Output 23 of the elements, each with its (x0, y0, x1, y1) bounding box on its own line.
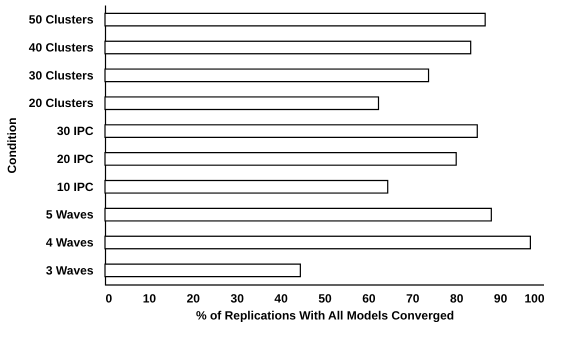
x-tick-label: 70 (406, 292, 420, 306)
y-tick-label: 40 Clusters (28, 40, 94, 54)
y-tick-label: 5 Waves (46, 208, 94, 222)
x-tick-label: 30 (230, 292, 244, 306)
x-tick-label: 0 (106, 292, 112, 306)
x-tick-label: 40 (274, 292, 288, 306)
y-tick-label: 20 IPC (56, 152, 94, 166)
x-tick-label: 90 (494, 292, 508, 306)
y-tick-label: 3 Waves (46, 263, 94, 278)
x-axis-title: % of Replications With All Models Converged (196, 308, 454, 322)
x-tick-label: 100 (524, 292, 545, 306)
y-tick-label: 20 Clusters (28, 96, 94, 110)
y-axis-title: Condition (4, 118, 19, 174)
x-tick-label: 50 (318, 292, 332, 306)
x-tick-label: 80 (450, 292, 464, 306)
y-tick-label: 30 Clusters (28, 68, 94, 82)
y-tick-label: 50 Clusters (28, 12, 94, 27)
x-tick-label: 60 (362, 292, 376, 306)
y-tick-label: 30 IPC (56, 124, 94, 138)
x-tick-label: 20 (186, 292, 200, 306)
y-tick-label: 4 Waves (46, 236, 94, 250)
y-tick-label: 10 IPC (56, 180, 94, 194)
x-tick-label: 10 (142, 292, 156, 306)
